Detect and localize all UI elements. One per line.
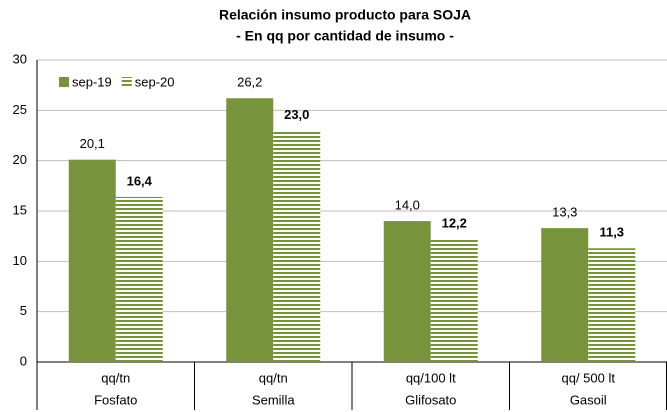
x-tick-label: Fosfato xyxy=(94,392,137,407)
y-tick-label: 0 xyxy=(20,353,27,368)
legend-swatch xyxy=(59,77,69,87)
bar xyxy=(226,98,274,363)
chart-title: Relación insumo producto para SOJA xyxy=(219,7,471,23)
bar xyxy=(541,228,589,362)
chart-subtitle: - En qq por cantidad de insumo - xyxy=(236,28,454,44)
x-tick-label: Semilla xyxy=(252,392,295,407)
legend-swatch xyxy=(121,77,132,87)
y-tick-label: 15 xyxy=(13,202,27,217)
data-label: 12,2 xyxy=(442,216,467,231)
data-label: 26,2 xyxy=(237,75,262,90)
bar xyxy=(273,130,321,362)
x-unit-label: qq/100 lt xyxy=(406,370,456,385)
legend-label: sep-20 xyxy=(135,74,175,89)
bar xyxy=(115,196,163,362)
bar xyxy=(430,239,478,362)
data-label: 20,1 xyxy=(80,136,105,151)
bar xyxy=(383,221,431,362)
bar xyxy=(68,159,116,362)
y-tick-label: 30 xyxy=(13,51,27,66)
x-unit-label: qq/tn xyxy=(101,370,130,385)
data-label: 14,0 xyxy=(395,198,420,213)
bar xyxy=(588,248,636,362)
y-tick-label: 5 xyxy=(20,303,27,318)
data-label: 13,3 xyxy=(552,205,577,220)
x-unit-label: qq/tn xyxy=(259,370,288,385)
data-label: 11,3 xyxy=(599,225,624,240)
y-tick-label: 10 xyxy=(13,253,27,268)
legend-label: sep-19 xyxy=(72,74,112,89)
x-tick-label: Gasoil xyxy=(570,392,607,407)
data-label: 16,4 xyxy=(127,173,153,188)
data-label: 23,0 xyxy=(284,107,309,122)
y-tick-label: 25 xyxy=(13,102,27,117)
x-unit-label: qq/ 500 lt xyxy=(562,370,616,385)
y-tick-label: 20 xyxy=(13,152,27,167)
x-tick-label: Glifosato xyxy=(405,392,456,407)
